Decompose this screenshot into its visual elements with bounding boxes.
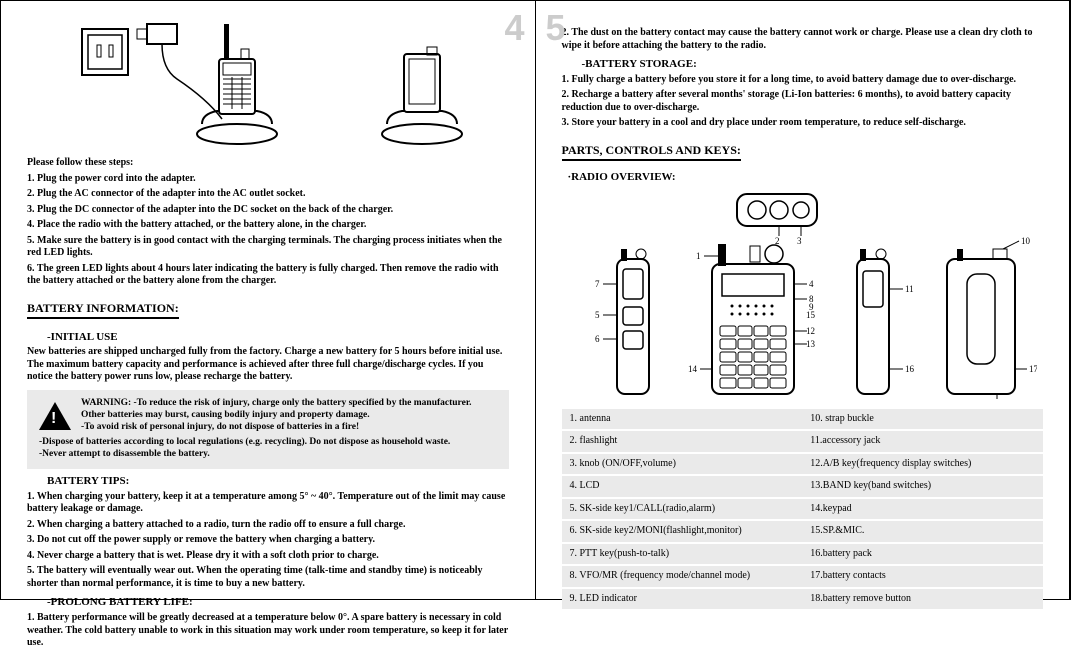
prolong-text: 1. Battery performance will be greatly d… bbox=[27, 612, 509, 650]
part-right: 16.battery pack bbox=[802, 543, 1043, 566]
part-left: 3. knob (ON/OFF,volume) bbox=[562, 453, 803, 476]
storage-3: 3. Store your battery in a cool and dry … bbox=[562, 117, 1044, 130]
initial-use-text: New batteries are shipped uncharged full… bbox=[27, 346, 509, 384]
svg-text:1: 1 bbox=[696, 251, 701, 261]
initial-use-heading: -INITIAL USE bbox=[47, 331, 509, 345]
svg-text:4: 4 bbox=[809, 279, 814, 289]
part-right: 14.keypad bbox=[802, 498, 1043, 521]
parts-table: 1. antenna10. strap buckle 2. flashlight… bbox=[562, 409, 1044, 612]
tip-3: 3. Do not cut off the power supply or re… bbox=[27, 534, 509, 547]
warning-line-1: WARNING: -To reduce the risk of injury, … bbox=[81, 398, 497, 422]
svg-text:12: 12 bbox=[806, 326, 815, 336]
overview-heading: ·RADIO OVERVIEW: bbox=[568, 171, 1044, 185]
part-right: 18.battery remove button bbox=[802, 588, 1043, 611]
part-right: 12.A/B key(frequency display switches) bbox=[802, 453, 1043, 476]
svg-text:5: 5 bbox=[595, 310, 600, 320]
page-5: 5 2. The dust on the battery contact may… bbox=[536, 1, 1071, 599]
part-left: 9. LED indicator bbox=[562, 588, 803, 611]
table-row: 9. LED indicator18.battery remove button bbox=[562, 588, 1044, 611]
parts-heading: PARTS, CONTROLS AND KEYS: bbox=[562, 143, 741, 161]
part-left: 8. VFO/MR (frequency mode/channel mode) bbox=[562, 565, 803, 588]
part-right: 11.accessory jack bbox=[802, 430, 1043, 453]
dust-para: 2. The dust on the battery contact may c… bbox=[562, 27, 1044, 52]
part-left: 7. PTT key(push-to-talk) bbox=[562, 543, 803, 566]
part-right: 17.battery contacts bbox=[802, 565, 1043, 588]
part-left: 4. LCD bbox=[562, 475, 803, 498]
part-right: 13.BAND key(band switches) bbox=[802, 475, 1043, 498]
page-4: 4 bbox=[1, 1, 536, 599]
prolong-heading: -PROLONG BATTERY LIFE: bbox=[47, 596, 509, 610]
svg-text:6: 6 bbox=[595, 334, 600, 344]
part-left: 6. SK-side key2/MONI(flashlight,monitor) bbox=[562, 520, 803, 543]
warning-box: WARNING: -To reduce the risk of injury, … bbox=[27, 390, 509, 469]
svg-text:16: 16 bbox=[905, 364, 915, 374]
table-row: 8. VFO/MR (frequency mode/channel mode)1… bbox=[562, 565, 1044, 588]
radio-overview-diagram: 2 3 7 5 6 bbox=[562, 189, 1044, 399]
tip-4: 4. Never charge a battery that is wet. P… bbox=[27, 550, 509, 563]
svg-text:11: 11 bbox=[905, 284, 914, 294]
part-left: 2. flashlight bbox=[562, 430, 803, 453]
table-row: 1. antenna10. strap buckle bbox=[562, 409, 1044, 431]
table-row: 2. flashlight11.accessory jack bbox=[562, 430, 1044, 453]
svg-text:3: 3 bbox=[797, 236, 802, 246]
table-row: 3. knob (ON/OFF,volume)12.A/B key(freque… bbox=[562, 453, 1044, 476]
step-5: 5. Make sure the battery is in good cont… bbox=[27, 235, 509, 260]
table-row: 5. SK-side key1/CALL(radio,alarm)14.keyp… bbox=[562, 498, 1044, 521]
warning-icon bbox=[39, 402, 71, 430]
table-row: 4. LCD13.BAND key(band switches) bbox=[562, 475, 1044, 498]
storage-heading: -BATTERY STORAGE: bbox=[582, 58, 1044, 72]
tip-1: 1. When charging your battery, keep it a… bbox=[27, 491, 509, 516]
warning-line-2: -To avoid risk of personal injury, do no… bbox=[81, 422, 497, 434]
svg-text:10: 10 bbox=[1021, 236, 1031, 246]
battery-charging-svg bbox=[367, 19, 477, 149]
tip-2: 2. When charging a battery attached to a… bbox=[27, 519, 509, 532]
svg-text:17: 17 bbox=[1029, 364, 1037, 374]
page-number: 5 bbox=[546, 5, 566, 50]
svg-text:14: 14 bbox=[688, 364, 698, 374]
battery-info-heading: BATTERY INFORMATION: bbox=[27, 301, 179, 319]
storage-1: 1. Fully charge a battery before you sto… bbox=[562, 74, 1044, 87]
tip-5: 5. The battery will eventually wear out.… bbox=[27, 565, 509, 590]
step-3: 3. Plug the DC connector of the adapter … bbox=[27, 204, 509, 217]
part-right: 10. strap buckle bbox=[802, 409, 1043, 431]
table-row: 6. SK-side key2/MONI(flashlight,monitor)… bbox=[562, 520, 1044, 543]
part-right: 15.SP.&MIC. bbox=[802, 520, 1043, 543]
warning-bottom-1: -Dispose of batteries according to local… bbox=[39, 437, 497, 449]
svg-text:7: 7 bbox=[595, 279, 600, 289]
step-2: 2. Plug the AC connector of the adapter … bbox=[27, 188, 509, 201]
steps-heading: Please follow these steps: bbox=[27, 157, 509, 170]
svg-text:13: 13 bbox=[806, 339, 816, 349]
svg-text:15: 15 bbox=[806, 310, 816, 320]
part-left: 1. antenna bbox=[562, 409, 803, 431]
radio-charging-svg bbox=[77, 19, 337, 149]
step-1: 1. Plug the power cord into the adapter. bbox=[27, 173, 509, 186]
charging-illustration bbox=[27, 19, 509, 149]
tips-heading: BATTERY TIPS: bbox=[47, 475, 509, 489]
warning-bottom-2: -Never attempt to disassemble the batter… bbox=[39, 449, 497, 461]
storage-2: 2. Recharge a battery after several mont… bbox=[562, 89, 1044, 114]
page-number: 4 bbox=[504, 5, 524, 50]
radio-views-svg: 2 3 7 5 6 bbox=[567, 189, 1037, 399]
step-6: 6. The green LED lights about 4 hours la… bbox=[27, 263, 509, 288]
step-4: 4. Place the radio with the battery atta… bbox=[27, 219, 509, 232]
part-left: 5. SK-side key1/CALL(radio,alarm) bbox=[562, 498, 803, 521]
table-row: 7. PTT key(push-to-talk)16.battery pack bbox=[562, 543, 1044, 566]
